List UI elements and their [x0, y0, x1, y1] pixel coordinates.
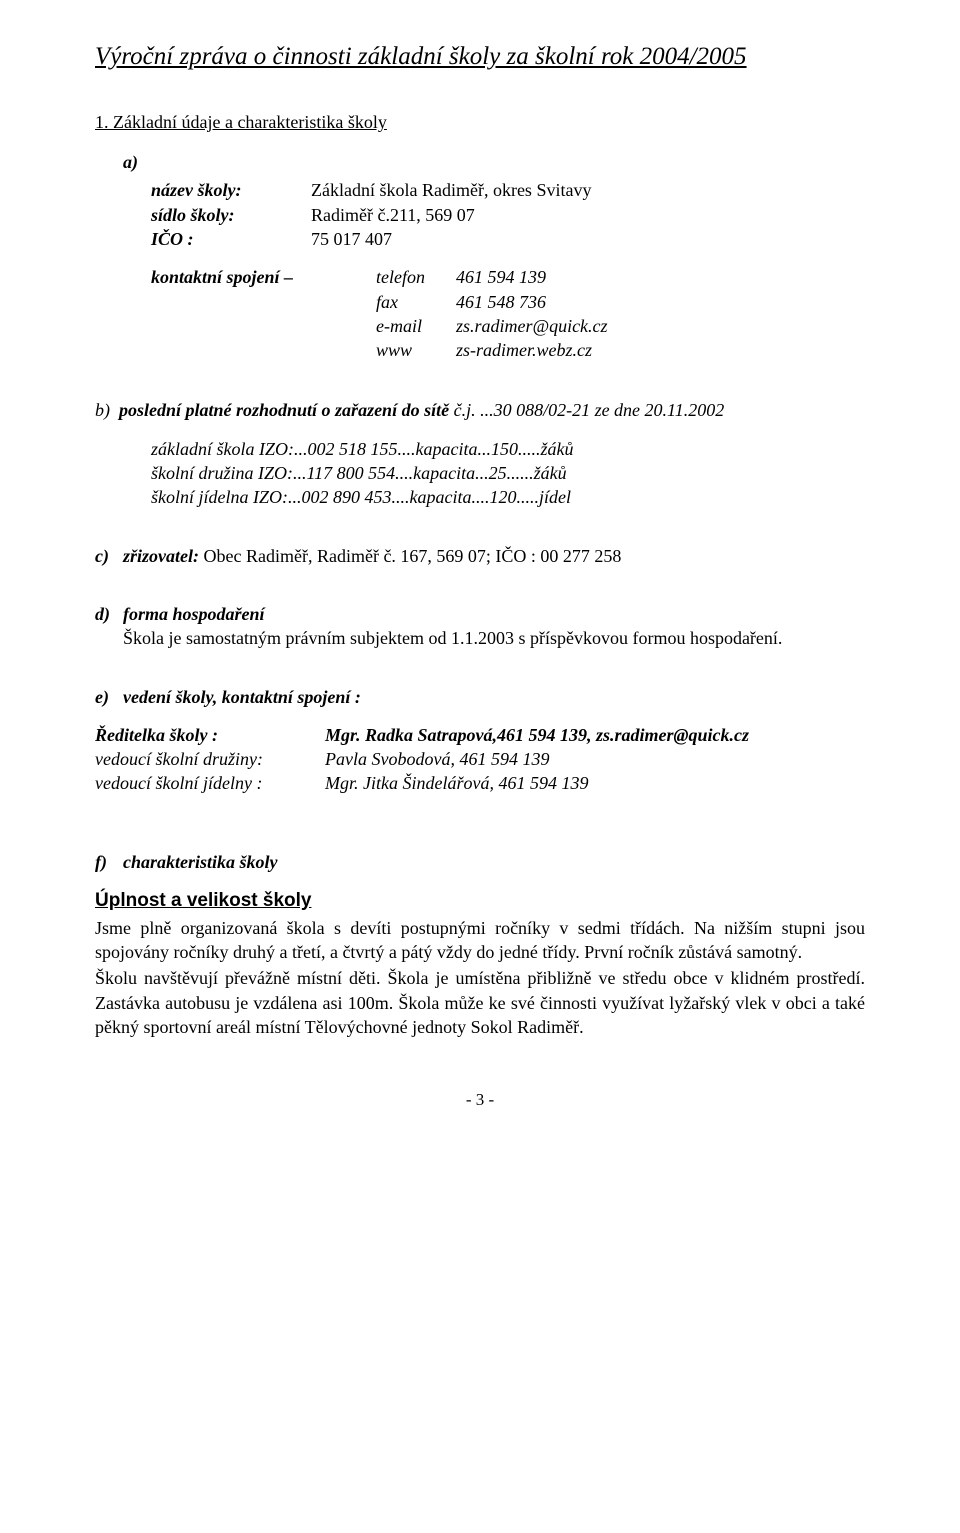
contact-table: telefon 461 594 139 fax 461 548 736 e-ma…	[376, 265, 608, 362]
leadership-table: Ředitelka školy : Mgr. Radka Satrapová,4…	[95, 723, 865, 796]
subsection-c-value: Obec Radiměř, Radiměř č. 167, 569 07; IČ…	[199, 546, 621, 566]
role-director: Ředitelka školy :	[95, 723, 325, 747]
telefon-value: 461 594 139	[456, 265, 608, 289]
subsection-e: e)vedení školy, kontaktní spojení : Ředi…	[95, 685, 865, 796]
subsection-c: c)zřizovatel: Obec Radiměř, Radiměř č. 1…	[95, 544, 865, 568]
subsection-b-heading: b) poslední platné rozhodnutí o zařazení…	[95, 398, 865, 422]
subsection-b-letter: b)	[95, 400, 110, 420]
subsection-b-bold: poslední platné rozhodnutí o zařazení do…	[119, 400, 449, 420]
subsection-a-letter: a)	[123, 150, 865, 174]
school-name-value: Základní škola Radiměř, okres Svitavy	[311, 178, 591, 202]
subsection-f-para-1: Jsme plně organizovaná škola s devíti po…	[95, 916, 865, 965]
subsection-d: d)forma hospodaření Škola je samostatným…	[95, 602, 865, 651]
www-value: zs-radimer.webz.cz	[456, 338, 608, 362]
subsection-e-label: e)vedení školy, kontaktní spojení :	[95, 685, 865, 709]
subsection-f-label: f)charakteristika školy	[95, 850, 865, 874]
document-title: Výroční zpráva o činnosti základní školy…	[95, 40, 865, 74]
subsection-f-para-2: Školu navštěvují převážně místní děti. Š…	[95, 966, 865, 1039]
subsection-f-subhead: Úplnost a velikost školy	[95, 888, 865, 914]
subsection-d-label: d)forma hospodaření	[95, 602, 865, 626]
contact-block: kontaktní spojení – telefon 461 594 139 …	[151, 265, 865, 362]
school-seat-value: Radiměř č.211, 569 07	[311, 203, 475, 227]
izo-block: základní škola IZO:...002 518 155....kap…	[151, 437, 865, 510]
subsection-c-letter: c)zřizovatel:	[95, 546, 199, 566]
contact-label: kontaktní spojení –	[151, 265, 376, 362]
subsection-a-content: název školy: Základní škola Radiměř, okr…	[151, 178, 865, 251]
izo-line-2: školní družina IZO:...117 800 554....kap…	[151, 461, 865, 485]
izo-line-3: školní jídelna IZO:...002 890 453....kap…	[151, 485, 865, 509]
email-value: zs.radimer@quick.cz	[456, 314, 608, 338]
role-jidelna: vedoucí školní jídelny :	[95, 771, 325, 795]
subsection-b-rest: č.j. ...30 088/02-21 ze dne 20.11.2002	[449, 400, 724, 420]
fax-label: fax	[376, 290, 456, 314]
section-1-heading: 1. Základní údaje a charakteristika škol…	[95, 110, 865, 134]
fax-value: 461 548 736	[456, 290, 608, 314]
www-label: www	[376, 338, 456, 362]
school-ico-value: 75 017 407	[311, 227, 392, 251]
subsection-f: f)charakteristika školy Úplnost a veliko…	[95, 850, 865, 1039]
izo-line-1: základní škola IZO:...002 518 155....kap…	[151, 437, 865, 461]
school-name-label: název školy:	[151, 178, 311, 202]
school-seat-label: sídlo školy:	[151, 203, 311, 227]
person-druzina: Pavla Svobodová, 461 594 139	[325, 747, 865, 771]
person-jidelna: Mgr. Jitka Šindelářová, 461 594 139	[325, 771, 865, 795]
telefon-label: telefon	[376, 265, 456, 289]
subsection-d-content: Škola je samostatným právním subjektem o…	[123, 626, 865, 650]
page-number: - 3 -	[95, 1089, 865, 1112]
role-druzina: vedoucí školní družiny:	[95, 747, 325, 771]
school-ico-label: IČO :	[151, 227, 311, 251]
email-label: e-mail	[376, 314, 456, 338]
person-director: Mgr. Radka Satrapová,461 594 139, zs.rad…	[325, 723, 865, 747]
